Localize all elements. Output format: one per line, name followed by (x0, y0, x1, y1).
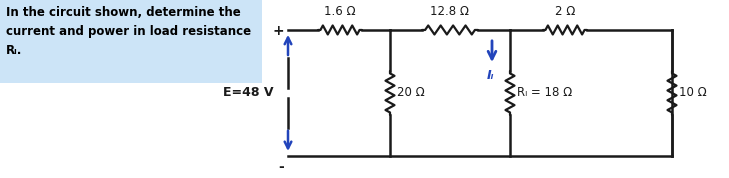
Text: Rₗ.: Rₗ. (6, 44, 23, 57)
Text: In the circuit shown, determine the: In the circuit shown, determine the (6, 6, 241, 19)
Text: 1.6 Ω: 1.6 Ω (324, 5, 356, 18)
Text: 12.8 Ω: 12.8 Ω (431, 5, 469, 18)
Text: 10 Ω: 10 Ω (679, 87, 706, 100)
Text: current and power in load resistance: current and power in load resistance (6, 25, 251, 38)
Text: E=48 V: E=48 V (224, 87, 274, 100)
FancyBboxPatch shape (0, 0, 262, 83)
Text: Iₗ: Iₗ (486, 69, 494, 82)
Text: +: + (273, 24, 284, 38)
Text: Rₗ = 18 Ω: Rₗ = 18 Ω (517, 87, 572, 100)
Text: -: - (278, 160, 284, 174)
Text: 2 Ω: 2 Ω (555, 5, 575, 18)
Text: 20 Ω: 20 Ω (397, 87, 425, 100)
